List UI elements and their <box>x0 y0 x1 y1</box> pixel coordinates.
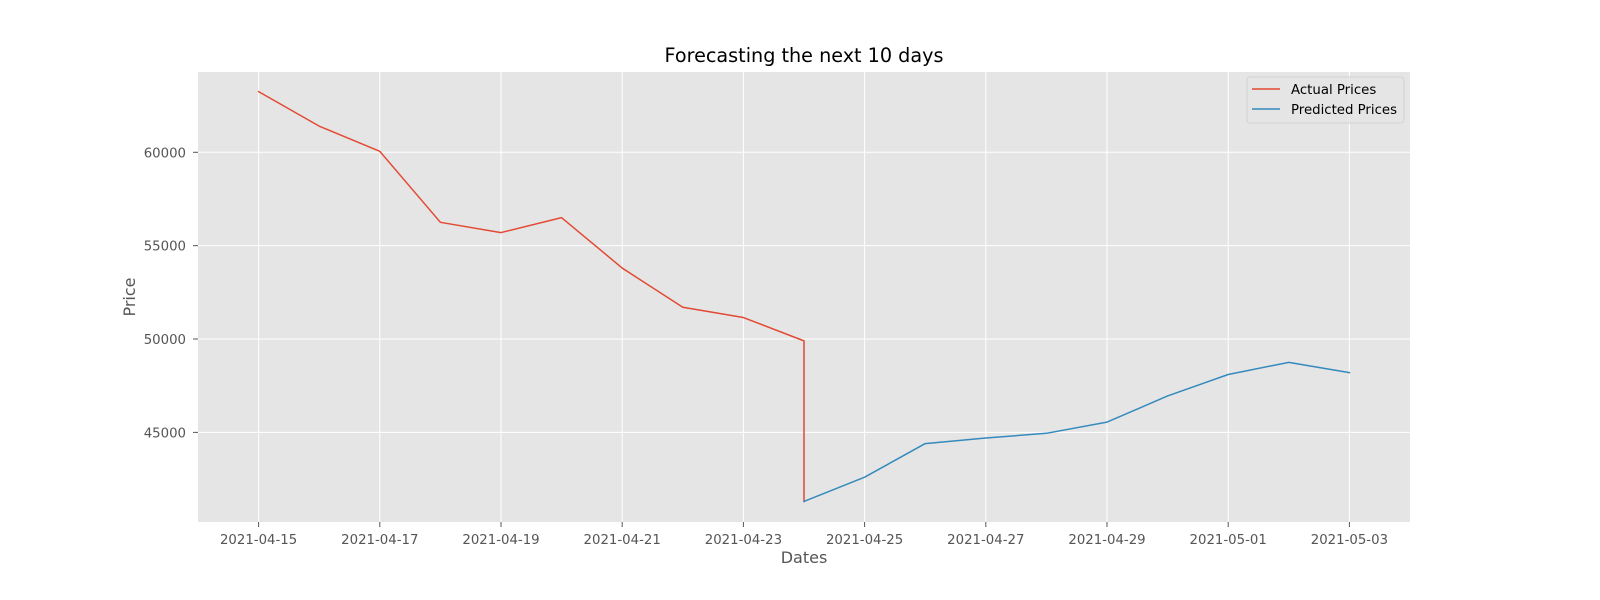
x-tick-label: 2021-04-23 <box>705 533 782 548</box>
y-tick-label: 45000 <box>144 426 186 441</box>
x-tick-label: 2021-04-29 <box>1068 533 1145 548</box>
x-tick-label: 2021-05-03 <box>1311 533 1388 548</box>
y-axis-ticks: 45000 50000 55000 60000 <box>144 146 198 441</box>
y-tick-label: 50000 <box>144 333 186 348</box>
y-tick-label: 60000 <box>144 146 186 161</box>
legend-label-actual: Actual Prices <box>1291 83 1376 98</box>
legend: Actual Prices Predicted Prices <box>1246 76 1405 124</box>
y-tick-label: 55000 <box>144 240 186 255</box>
x-tick-label: 2021-04-25 <box>826 533 903 548</box>
x-tick-label: 2021-04-21 <box>584 533 661 548</box>
x-tick-label: 2021-04-19 <box>462 533 539 548</box>
legend-label-predicted: Predicted Prices <box>1291 103 1397 118</box>
x-tick-label: 2021-05-01 <box>1190 533 1267 548</box>
series-line-predicted-prices <box>803 361 1351 503</box>
x-tick-label: 2021-04-27 <box>947 533 1024 548</box>
x-tick-label: 2021-04-15 <box>220 533 297 548</box>
x-axis-ticks: 2021-04-15 2021-04-17 2021-04-19 2021-04-21… <box>220 522 1388 548</box>
x-axis-label: Dates <box>781 548 828 567</box>
y-axis-label: Price <box>120 277 139 316</box>
chart-title: Forecasting the next 10 days <box>665 44 944 67</box>
x-tick-label: 2021-04-17 <box>341 533 418 548</box>
series-layer <box>257 90 1351 503</box>
legend-box <box>1246 76 1405 124</box>
series-line-actual-prices <box>257 90 805 503</box>
